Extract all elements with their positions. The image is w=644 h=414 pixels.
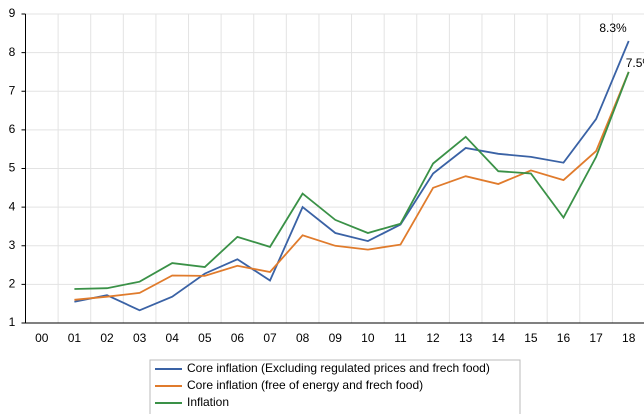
x-tick-label: 17 — [589, 331, 603, 345]
x-tick-label: 04 — [166, 331, 180, 345]
y-tick-label: 5 — [9, 161, 16, 175]
x-tick-label: 02 — [100, 331, 114, 345]
series-line — [74, 71, 630, 301]
x-tick-label: 12 — [426, 331, 440, 345]
x-tick-label: 13 — [459, 331, 473, 345]
series-line — [74, 71, 630, 290]
series-line — [74, 40, 630, 312]
x-tick-label: 03 — [133, 331, 147, 345]
legend-label: Core inflation (free of energy and frech… — [187, 378, 423, 392]
y-tick-label: 4 — [9, 199, 16, 213]
legend-box — [149, 359, 521, 414]
y-tick-label: 8 — [9, 45, 16, 59]
x-tick-label: 11 — [394, 331, 407, 345]
x-tick-label: 06 — [231, 331, 245, 345]
y-tick-label: 3 — [9, 238, 16, 252]
x-tick-label: 18 — [622, 331, 636, 345]
y-tick-label: 7 — [9, 83, 16, 97]
x-tick-label: 14 — [492, 331, 506, 345]
x-tick-label: 08 — [296, 331, 310, 345]
x-tick-label: 10 — [361, 331, 375, 345]
y-tick-label: 1 — [9, 315, 16, 329]
x-tick-label: 16 — [557, 331, 571, 345]
x-tick-label: 07 — [263, 331, 277, 345]
x-tick-label: 09 — [329, 331, 343, 345]
value-label: 7.5% — [626, 56, 644, 70]
legend-label: Inflation — [187, 395, 229, 409]
x-tick-label: 00 — [35, 331, 49, 345]
x-tick-label: 05 — [198, 331, 212, 345]
x-tick-label: 15 — [524, 331, 538, 345]
y-tick-label: 9 — [9, 6, 16, 20]
legend-label: Core inflation (Excluding regulated pric… — [187, 361, 490, 375]
value-label: 8.3% — [599, 21, 627, 35]
y-tick-label: 6 — [9, 122, 16, 136]
x-tick-label: 01 — [68, 331, 82, 345]
y-tick-label: 2 — [9, 277, 16, 291]
